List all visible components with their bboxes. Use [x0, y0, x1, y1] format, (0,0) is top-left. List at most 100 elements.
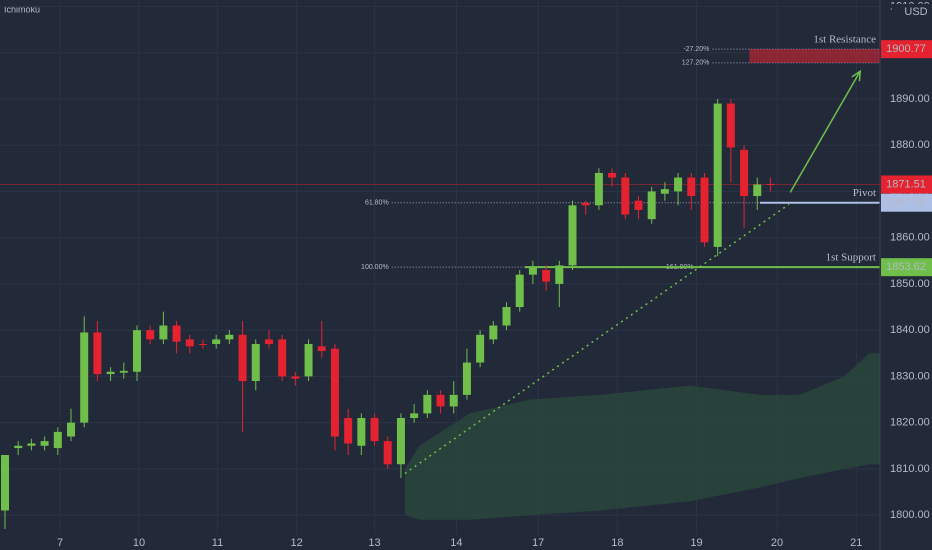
- candle-body: [357, 418, 366, 446]
- candle-body: [674, 177, 683, 192]
- x-tick-label: 21: [850, 537, 862, 549]
- candle-body: [581, 202, 590, 206]
- x-tick-label: 14: [450, 537, 462, 549]
- candle-body: [317, 346, 326, 351]
- candle-body: [198, 344, 207, 346]
- candle-body: [647, 191, 656, 220]
- candle-body: [370, 418, 379, 442]
- indicator-label: Ichimoku: [4, 4, 40, 14]
- candle-body: [264, 339, 273, 345]
- currency: USD: [904, 6, 927, 18]
- candle-body: [172, 325, 181, 342]
- candle-body: [700, 177, 709, 243]
- candle-body: [251, 344, 260, 382]
- candle-body: [476, 334, 485, 363]
- candle-body: [14, 445, 23, 449]
- candle-body: [555, 265, 564, 284]
- y-tick-label: 1840.00: [890, 324, 930, 336]
- candle-body: [423, 394, 432, 414]
- candle-body: [753, 184, 762, 197]
- candle-body: [53, 431, 62, 449]
- candle-body: [383, 441, 392, 465]
- x-tick-label: 10: [133, 537, 145, 549]
- candle-body: [740, 149, 749, 197]
- x-tick-label: 13: [368, 537, 380, 549]
- candle-body: [687, 177, 696, 197]
- candle-body: [462, 362, 471, 395]
- candle-body: [278, 339, 287, 377]
- candle-body: [660, 189, 669, 194]
- candle-body: [225, 334, 234, 340]
- price-tag-label: 1867.56: [886, 197, 926, 209]
- y-tick-label: 1850.00: [890, 278, 930, 290]
- arrow-head: [851, 69, 862, 82]
- ichimoku-cloud: [404, 353, 880, 520]
- candle-body: [106, 371, 115, 375]
- level-name: 1st Support: [826, 252, 876, 264]
- x-tick-label: 7: [57, 537, 63, 549]
- candle-body: [80, 332, 89, 423]
- x-axis-strip: [0, 535, 932, 550]
- x-tick-label: 18: [611, 537, 623, 549]
- candle-body: [119, 370, 128, 373]
- fib-label: 61.80%: [365, 200, 389, 207]
- candle-body: [67, 422, 76, 437]
- y-tick-label: 1880.00: [890, 139, 930, 151]
- level-name: 1st Resistance: [813, 34, 876, 46]
- price-tag-label: 1853.62: [886, 261, 926, 273]
- candle-body: [1, 455, 10, 511]
- candle-body: [344, 418, 353, 444]
- y-tick-label: 1820.00: [890, 417, 930, 429]
- x-tick-label: 17: [532, 537, 544, 549]
- price-tag: [881, 175, 932, 194]
- candle-body: [726, 103, 735, 148]
- price-tag-label: 1871.51: [886, 178, 926, 190]
- candle-body: [410, 413, 419, 419]
- fib-label: -27.20%: [683, 46, 709, 53]
- trendline: [404, 203, 790, 475]
- resistance-zone: [749, 49, 880, 63]
- candle-body: [766, 184, 775, 186]
- currency-bg: [892, 4, 930, 18]
- candle-body: [212, 339, 221, 345]
- candle-body: [502, 307, 511, 326]
- candle-body: [304, 344, 313, 377]
- price-tag: [881, 258, 932, 277]
- projection-arrow: [789, 70, 861, 193]
- candle-body: [489, 325, 498, 340]
- candle-body: [594, 172, 603, 206]
- x-tick-label: 20: [771, 537, 783, 549]
- candle-body: [621, 177, 630, 215]
- candle-body: [396, 418, 405, 465]
- candle-body: [330, 348, 339, 437]
- y-tick-label: 1860.00: [890, 232, 930, 244]
- level-name: Pivot: [853, 187, 876, 199]
- candle-body: [185, 339, 194, 347]
- candle-body: [713, 103, 722, 247]
- candle-body: [542, 270, 551, 282]
- fib-label: 127.20%: [682, 60, 710, 67]
- candle-body: [146, 330, 155, 340]
- x-tick-label: 12: [291, 537, 303, 549]
- candle-body: [159, 325, 168, 340]
- y-tick-label: 1890.00: [890, 93, 930, 105]
- y-tick-label: 1830.00: [890, 370, 930, 382]
- candle-body: [436, 394, 445, 407]
- y-tick-label: 1800.00: [890, 509, 930, 521]
- candle-body: [528, 267, 537, 275]
- candle-body: [291, 376, 300, 379]
- candle-body: [515, 274, 524, 308]
- price-tag: [881, 40, 932, 59]
- y-tick-label: 1810.00: [890, 463, 930, 475]
- candle-body: [238, 334, 247, 382]
- fib-label: 100.00%: [361, 264, 389, 271]
- candle-body: [132, 330, 141, 372]
- price-tag: [881, 193, 932, 212]
- candle-body: [93, 332, 102, 375]
- candle-body: [449, 394, 458, 407]
- price-tag-label: 1900.77: [886, 43, 926, 55]
- candle-body: [40, 441, 49, 446]
- x-tick-label: 19: [690, 537, 702, 549]
- candle-body: [568, 205, 577, 266]
